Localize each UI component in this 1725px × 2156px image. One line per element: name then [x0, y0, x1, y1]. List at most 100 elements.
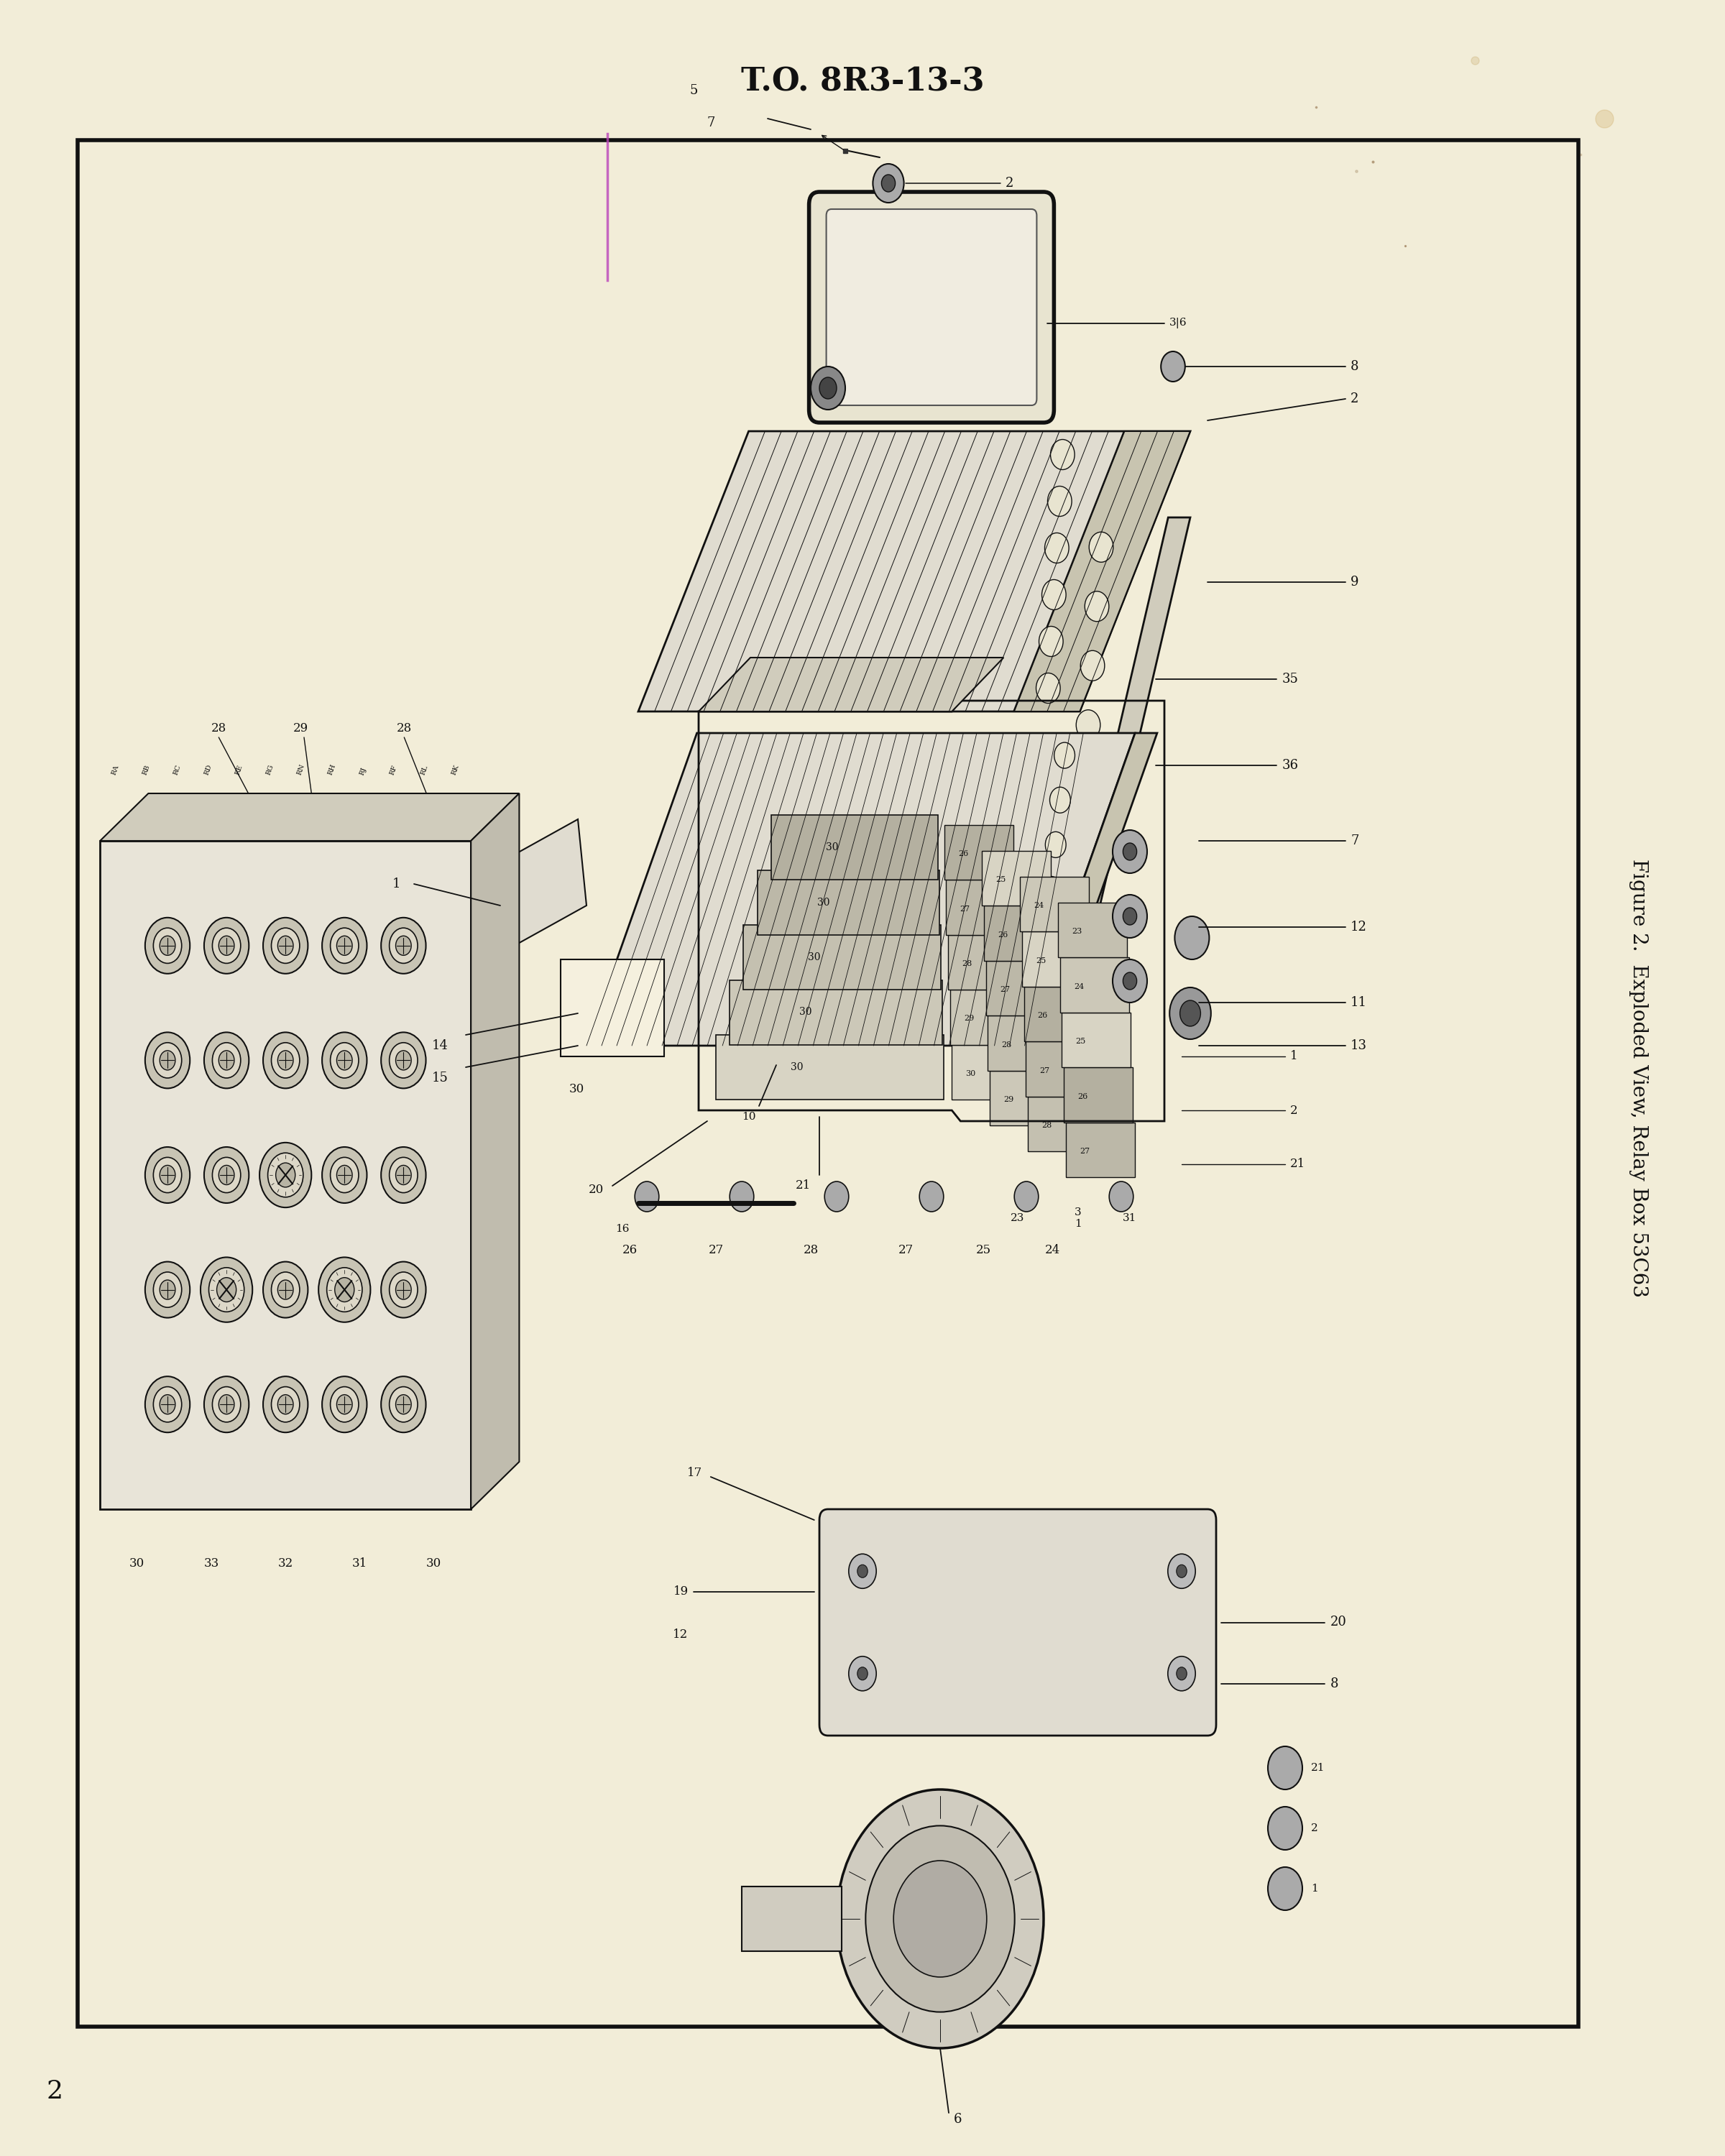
Text: 28: 28 [963, 959, 971, 968]
Polygon shape [1066, 1121, 1135, 1177]
Circle shape [271, 1386, 300, 1423]
Text: 28: 28 [1002, 1041, 1013, 1048]
Circle shape [825, 1181, 849, 1212]
Text: 30: 30 [966, 1069, 976, 1078]
Circle shape [154, 1158, 181, 1192]
Text: 15: 15 [431, 1072, 448, 1084]
Text: 26: 26 [1038, 1011, 1047, 1020]
Circle shape [335, 1279, 354, 1302]
Circle shape [390, 1158, 417, 1192]
Circle shape [395, 1395, 411, 1414]
Circle shape [857, 1667, 868, 1680]
Text: 16: 16 [616, 1225, 630, 1233]
Circle shape [212, 1386, 242, 1423]
Text: 27: 27 [1080, 1147, 1090, 1156]
Circle shape [264, 918, 307, 975]
Polygon shape [638, 431, 1190, 711]
Text: 14: 14 [431, 1039, 448, 1052]
Polygon shape [699, 658, 1004, 711]
Circle shape [1045, 533, 1070, 563]
Circle shape [160, 1281, 176, 1300]
Polygon shape [952, 1046, 1021, 1100]
Circle shape [1168, 1554, 1195, 1589]
Text: 25: 25 [1035, 957, 1045, 964]
Text: 11: 11 [1351, 996, 1368, 1009]
Text: RK: RK [450, 763, 461, 776]
Text: 1: 1 [392, 877, 400, 890]
Circle shape [259, 1143, 312, 1207]
Text: 28: 28 [212, 722, 226, 735]
Text: 5: 5 [690, 84, 699, 97]
Polygon shape [500, 819, 587, 949]
Polygon shape [945, 880, 1014, 936]
Polygon shape [944, 826, 1013, 880]
Circle shape [219, 936, 235, 955]
Text: 3
1: 3 1 [1075, 1207, 1082, 1229]
Circle shape [1037, 673, 1061, 703]
Bar [78, 140, 1578, 2027]
Text: 35: 35 [1282, 673, 1299, 686]
Text: 30: 30 [790, 1063, 802, 1072]
Circle shape [1170, 987, 1211, 1039]
Circle shape [212, 927, 242, 964]
Circle shape [145, 1376, 190, 1432]
Circle shape [212, 1044, 242, 1078]
Circle shape [1268, 1807, 1302, 1850]
Text: 28: 28 [1042, 1121, 1052, 1130]
Polygon shape [1021, 931, 1090, 987]
Circle shape [1051, 440, 1075, 470]
Text: 21: 21 [795, 1179, 811, 1192]
Text: 25: 25 [1076, 1037, 1085, 1046]
Circle shape [730, 1181, 754, 1212]
Text: 2: 2 [1006, 177, 1014, 190]
Polygon shape [771, 815, 938, 880]
Text: 25: 25 [976, 1244, 990, 1257]
Text: 28: 28 [804, 1244, 818, 1257]
Circle shape [1113, 895, 1147, 938]
Text: 24: 24 [1033, 901, 1044, 910]
Circle shape [1085, 591, 1109, 621]
Circle shape [145, 1147, 190, 1203]
Circle shape [271, 1272, 300, 1307]
Text: 30: 30 [129, 1557, 145, 1570]
Circle shape [323, 1033, 367, 1089]
Polygon shape [988, 1015, 1057, 1072]
Circle shape [219, 1050, 235, 1069]
Text: 2: 2 [1311, 1824, 1318, 1833]
Circle shape [1113, 830, 1147, 873]
Text: 1: 1 [1311, 1884, 1318, 1893]
Circle shape [1032, 966, 1052, 992]
Circle shape [160, 1164, 176, 1186]
Circle shape [276, 1162, 295, 1188]
Circle shape [837, 1789, 1044, 2048]
Circle shape [323, 918, 367, 975]
Circle shape [1113, 959, 1147, 1003]
Circle shape [204, 1147, 248, 1203]
Circle shape [390, 927, 417, 964]
Text: 28: 28 [397, 722, 412, 735]
Text: 25: 25 [995, 875, 1006, 884]
Circle shape [154, 1044, 181, 1078]
Text: 26: 26 [957, 849, 968, 858]
Circle shape [160, 1395, 176, 1414]
Circle shape [866, 1826, 1014, 2012]
Circle shape [873, 164, 904, 203]
Circle shape [336, 1395, 352, 1414]
Circle shape [329, 1044, 359, 1078]
Circle shape [326, 1268, 362, 1311]
Bar [100, 841, 471, 1509]
Text: 31: 31 [352, 1557, 367, 1570]
Polygon shape [949, 936, 1018, 990]
Polygon shape [1025, 987, 1094, 1041]
Circle shape [323, 1376, 367, 1432]
Text: 24: 24 [1045, 1244, 1059, 1257]
Text: 26: 26 [623, 1244, 637, 1257]
Circle shape [278, 1281, 293, 1300]
Circle shape [209, 1268, 245, 1311]
Text: 1: 1 [1290, 1050, 1297, 1063]
Text: 20: 20 [588, 1184, 604, 1197]
FancyBboxPatch shape [826, 209, 1037, 405]
Circle shape [1080, 651, 1104, 681]
Circle shape [336, 1050, 352, 1069]
Circle shape [849, 1656, 876, 1690]
